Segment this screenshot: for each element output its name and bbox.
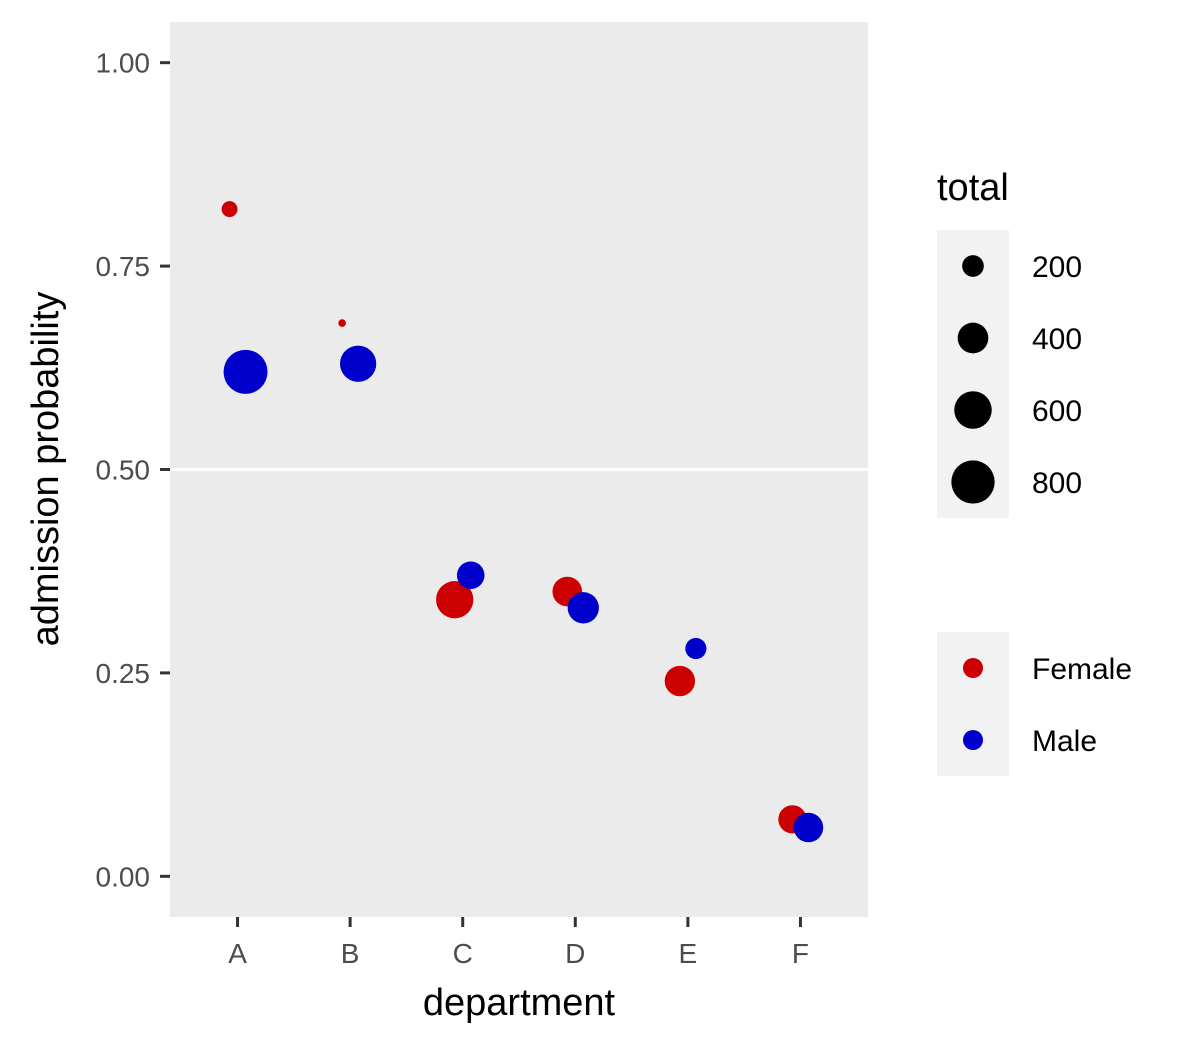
x-tick-label: E bbox=[679, 938, 698, 969]
color-legend-label: Female bbox=[1032, 653, 1132, 686]
x-axis-title: department bbox=[423, 982, 616, 1024]
y-axis-title: admission probability bbox=[25, 292, 67, 647]
size-legend-key bbox=[951, 460, 995, 504]
size-legend-label: 600 bbox=[1032, 395, 1082, 428]
point-female-a bbox=[221, 201, 238, 218]
x-tick-label: B bbox=[341, 938, 360, 969]
point-male-c bbox=[456, 561, 485, 590]
x-tick-label: D bbox=[565, 938, 585, 969]
x-tick-label: C bbox=[453, 938, 473, 969]
point-female-c bbox=[436, 581, 474, 619]
point-male-f bbox=[793, 812, 824, 843]
point-male-a bbox=[223, 349, 268, 394]
y-tick-label: 0.75 bbox=[96, 251, 151, 282]
y-tick-label: 0.00 bbox=[96, 861, 151, 892]
size-legend-label: 200 bbox=[1032, 251, 1082, 284]
y-tick-label: 0.50 bbox=[96, 455, 151, 486]
size-legend-label: 800 bbox=[1032, 467, 1082, 500]
size-legend-key bbox=[962, 255, 984, 277]
point-male-d bbox=[567, 592, 599, 624]
size-legend-title: total bbox=[937, 167, 1009, 209]
size-legend-label: 400 bbox=[1032, 323, 1082, 356]
size-legend-key bbox=[954, 391, 992, 429]
color-legend-key-male bbox=[963, 730, 983, 750]
size-legend-key bbox=[957, 322, 989, 354]
color-legend-key-female bbox=[963, 658, 983, 678]
point-female-e bbox=[664, 665, 696, 697]
point-female-b bbox=[338, 319, 346, 327]
y-tick-label: 1.00 bbox=[96, 48, 151, 79]
y-tick-label: 0.25 bbox=[96, 658, 151, 689]
point-male-e bbox=[685, 637, 707, 660]
x-tick-label: A bbox=[228, 938, 247, 969]
point-male-b bbox=[340, 345, 377, 382]
x-tick-label: F bbox=[792, 938, 809, 969]
color-legend-key-background bbox=[937, 632, 1009, 776]
color-legend-label: Male bbox=[1032, 725, 1097, 758]
